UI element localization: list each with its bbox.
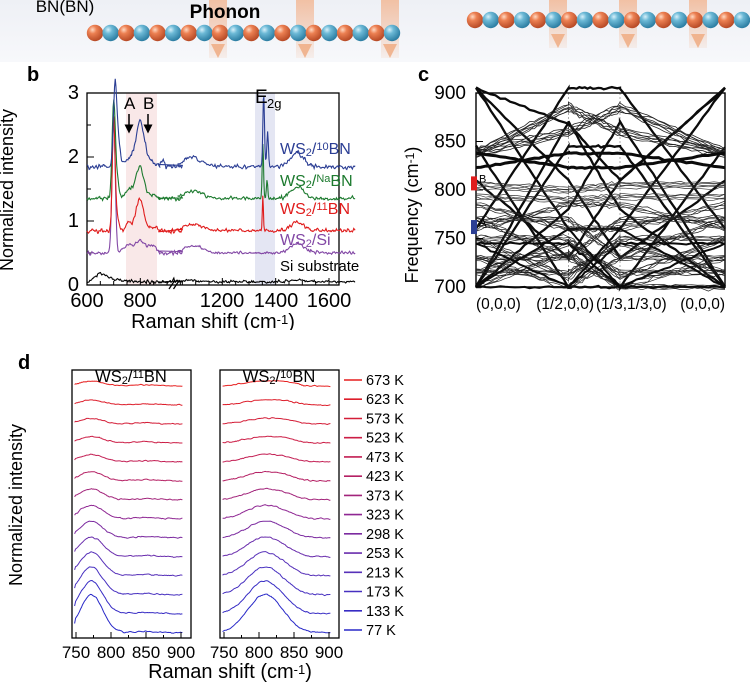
svg-text:133 K: 133 K (366, 604, 404, 620)
svg-text:850: 850 (132, 643, 160, 662)
svg-text:750: 750 (62, 643, 90, 662)
svg-text:900: 900 (315, 643, 343, 662)
svg-text:900: 900 (167, 643, 195, 662)
svg-text:213 K: 213 K (366, 565, 404, 581)
svg-text:473 K: 473 K (366, 450, 404, 466)
svg-text:Normalized intensity: Normalized intensity (6, 424, 26, 586)
svg-text:523 K: 523 K (366, 431, 404, 447)
svg-text:673 K: 673 K (366, 373, 404, 389)
svg-text:750: 750 (210, 643, 238, 662)
svg-text:173 K: 173 K (366, 585, 404, 601)
svg-text:WS2/10BN: WS2/10BN (243, 368, 315, 387)
svg-text:373 K: 373 K (366, 488, 404, 504)
svg-text:Raman shift (cm-1): Raman shift (cm-1) (148, 661, 312, 683)
svg-text:253 K: 253 K (366, 546, 404, 562)
svg-text:77 K: 77 K (366, 623, 396, 639)
svg-text:850: 850 (280, 643, 308, 662)
svg-text:573 K: 573 K (366, 412, 404, 428)
svg-text:800: 800 (245, 643, 273, 662)
svg-text:623 K: 623 K (366, 392, 404, 408)
svg-text:423 K: 423 K (366, 469, 404, 485)
svg-text:WS2/11BN: WS2/11BN (95, 368, 167, 387)
svg-text:323 K: 323 K (366, 508, 404, 524)
svg-text:800: 800 (97, 643, 125, 662)
svg-text:298 K: 298 K (366, 527, 404, 543)
